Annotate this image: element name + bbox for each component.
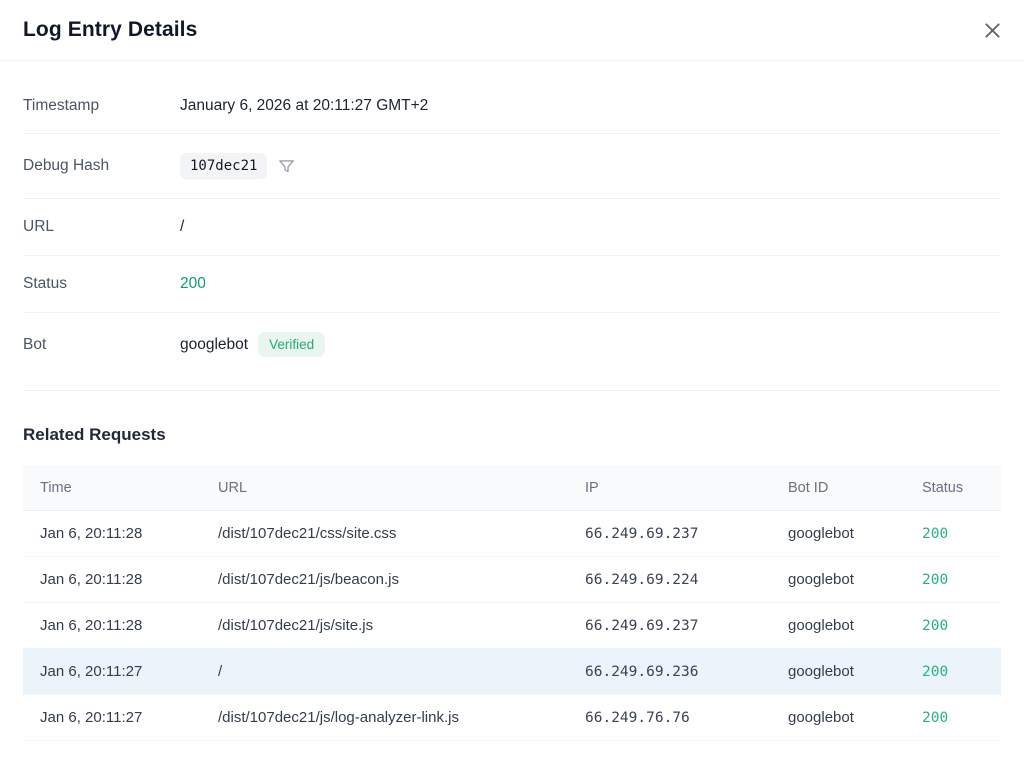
debug-hash-chip: 107dec21	[180, 153, 268, 179]
table-row-selected[interactable]: Jan 6, 20:11:27 / 66.249.69.236 googlebo…	[23, 649, 1001, 695]
field-label: Bot	[23, 335, 47, 353]
cell-status: 200	[922, 617, 949, 634]
field-label: URL	[23, 218, 55, 235]
url-value: /	[180, 218, 185, 235]
filter-by-hash-button[interactable]	[277, 157, 296, 176]
field-row-debug-hash: Debug Hash 107dec21	[23, 134, 1001, 199]
cell-ip: 66.249.76.76	[585, 709, 690, 726]
cell-status: 200	[922, 663, 949, 680]
field-label: Status	[23, 275, 67, 292]
modal-header: Log Entry Details	[0, 0, 1024, 61]
table-row[interactable]: Jan 6, 20:11:28 /dist/107dec21/js/site.j…	[23, 603, 1001, 649]
status-value: 200	[180, 275, 206, 292]
table-row[interactable]: Jan 6, 20:11:27 /dist/107dec21/js/log-an…	[23, 695, 1001, 741]
cell-status: 200	[922, 571, 949, 588]
field-row-status: Status 200	[23, 256, 1001, 313]
cell-url: /dist/107dec21/css/site.css	[218, 525, 397, 542]
column-header-ip: IP	[585, 479, 599, 496]
cell-bot-id: googlebot	[788, 571, 854, 588]
verified-badge: Verified	[258, 332, 326, 357]
cell-time: Jan 6, 20:11:28	[40, 617, 143, 634]
cell-time: Jan 6, 20:11:27	[40, 663, 143, 680]
page-title: Log Entry Details	[23, 18, 198, 41]
timestamp-value: January 6, 2026 at 20:11:27 GMT+2	[180, 97, 429, 114]
cell-ip: 66.249.69.237	[585, 617, 699, 634]
log-entry-details: Timestamp January 6, 2026 at 20:11:27 GM…	[0, 61, 1024, 391]
close-icon	[982, 20, 1003, 41]
cell-bot-id: googlebot	[788, 525, 854, 542]
field-label: Debug Hash	[23, 157, 110, 174]
cell-url: /dist/107dec21/js/site.js	[218, 617, 374, 634]
cell-ip: 66.249.69.224	[585, 571, 699, 588]
section-title: Related Requests	[23, 425, 166, 444]
close-button[interactable]	[976, 14, 1008, 46]
field-row-timestamp: Timestamp January 6, 2026 at 20:11:27 GM…	[23, 61, 1001, 134]
filter-funnel-icon	[277, 157, 296, 176]
field-label: Timestamp	[23, 97, 100, 114]
cell-time: Jan 6, 20:11:28	[40, 525, 143, 542]
cell-status: 200	[922, 525, 949, 542]
related-requests-table: Time URL IP Bot ID Status Jan 6, 20:11:2…	[23, 465, 1001, 741]
field-row-bot: Bot googlebot Verified	[23, 313, 1001, 391]
table-row[interactable]: Jan 6, 20:11:28 /dist/107dec21/css/site.…	[23, 511, 1001, 557]
cell-time: Jan 6, 20:11:27	[40, 709, 143, 726]
column-header-bot-id: Bot ID	[788, 479, 829, 496]
column-header-url: URL	[218, 479, 248, 496]
cell-time: Jan 6, 20:11:28	[40, 571, 143, 588]
cell-bot-id: googlebot	[788, 709, 854, 726]
cell-url: /	[218, 663, 223, 680]
table-row[interactable]: Jan 6, 20:11:28 /dist/107dec21/js/beacon…	[23, 557, 1001, 603]
field-row-url: URL /	[23, 199, 1001, 256]
cell-url: /dist/107dec21/js/beacon.js	[218, 571, 399, 588]
table-header-row: Time URL IP Bot ID Status	[23, 465, 1001, 511]
bot-name-value: googlebot	[180, 335, 249, 353]
cell-url: /dist/107dec21/js/log-analyzer-link.js	[218, 709, 459, 726]
cell-ip: 66.249.69.236	[585, 663, 699, 680]
column-header-time: Time	[40, 479, 72, 496]
cell-status: 200	[922, 709, 949, 726]
cell-bot-id: googlebot	[788, 617, 854, 634]
column-header-status: Status	[922, 479, 964, 496]
cell-ip: 66.249.69.237	[585, 525, 699, 542]
related-requests-section: Related Requests Time URL IP Bot ID Stat…	[0, 423, 1024, 741]
cell-bot-id: googlebot	[788, 663, 854, 680]
